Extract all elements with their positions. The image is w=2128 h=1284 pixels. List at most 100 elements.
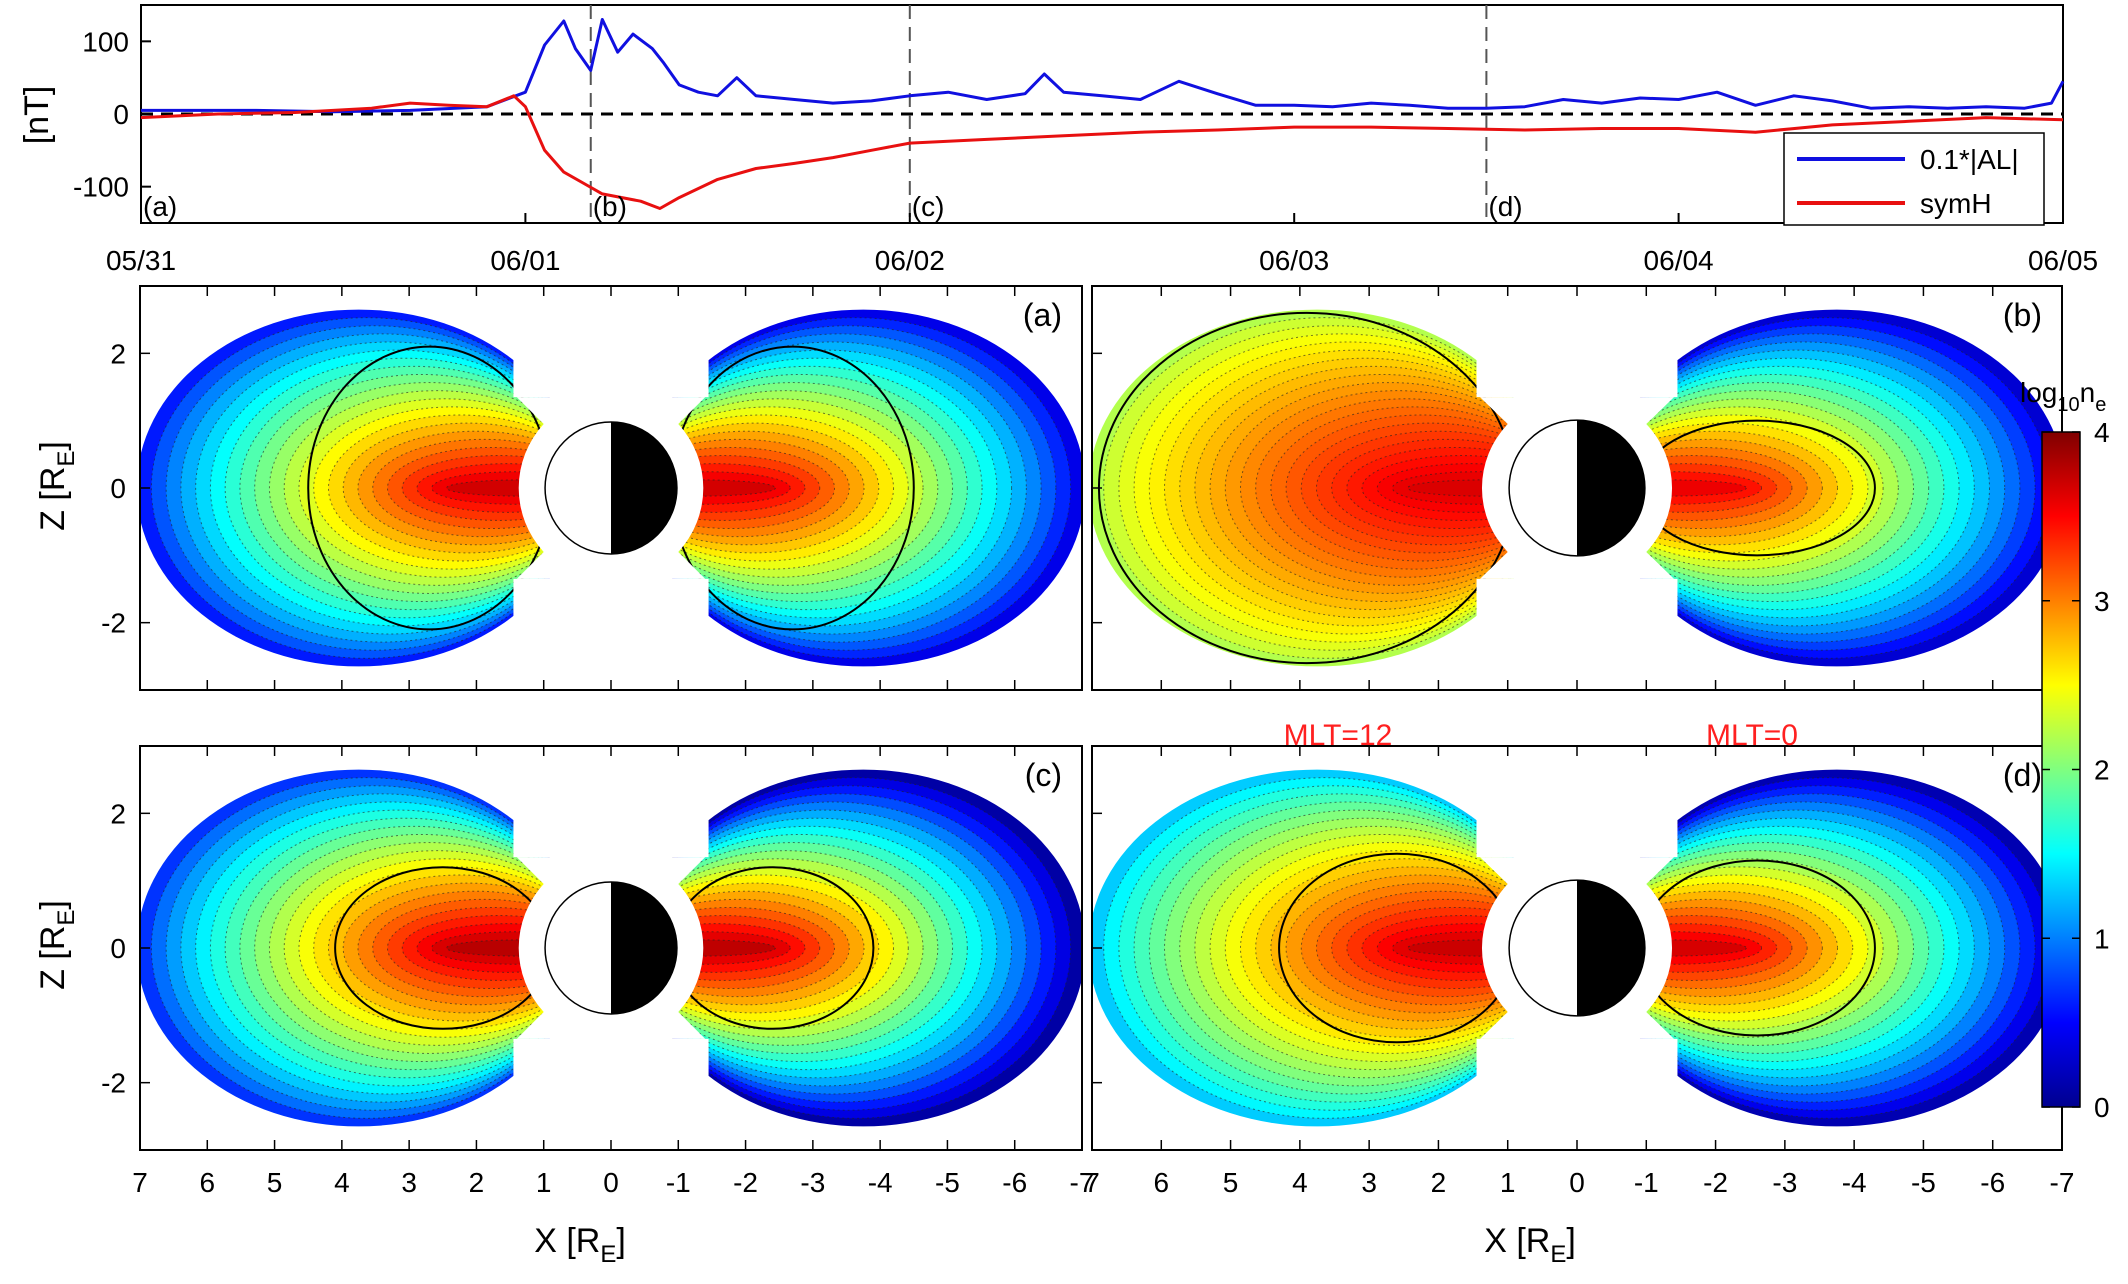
x-tick-label: -1 bbox=[666, 1167, 691, 1198]
density-panel: (a) bbox=[139, 285, 1083, 691]
timeseries-markers: (a) (b) (c) (d) bbox=[143, 191, 1523, 222]
date-tick-label: 06/05 bbox=[2028, 245, 2098, 276]
x-tick-label: 5 bbox=[267, 1167, 283, 1198]
date-tick-label: 06/03 bbox=[1259, 245, 1329, 276]
timeseries-guides bbox=[141, 5, 2063, 223]
colorbar-label: log10ne bbox=[2020, 377, 2106, 416]
x-tick-label: -1 bbox=[1634, 1167, 1659, 1198]
panel-content bbox=[1092, 746, 2062, 1150]
date-tick-label: 06/02 bbox=[875, 245, 945, 276]
day-lobe bbox=[1092, 769, 1565, 1127]
series-line bbox=[141, 18, 2065, 114]
panel-content bbox=[140, 286, 1082, 690]
x-tick-label: 7 bbox=[1084, 1167, 1100, 1198]
x-tick-label: 5 bbox=[1223, 1167, 1239, 1198]
y-tick-label: -2 bbox=[101, 608, 126, 639]
colorbar-ticks: 0 1 2 3 4 bbox=[2042, 417, 2110, 1123]
cutout-bottom bbox=[1476, 578, 1678, 690]
date-tick-label: 05/31 bbox=[106, 245, 176, 276]
x-axis-label-right: X [RE] bbox=[1484, 1222, 1576, 1268]
date-tick-label: 06/01 bbox=[490, 245, 560, 276]
mlt-12-label: MLT=12 bbox=[1284, 719, 1393, 752]
legend-box bbox=[1783, 132, 2045, 226]
cutout-bottom bbox=[513, 1038, 709, 1150]
y-tick-label: 0 bbox=[110, 473, 126, 504]
timeseries-series bbox=[140, 18, 2065, 210]
colorbar: 0 1 2 3 4 log10ne bbox=[2020, 377, 2110, 1123]
date-tick-label: 06/04 bbox=[1644, 245, 1714, 276]
x-tick-label: 4 bbox=[334, 1167, 350, 1198]
x-tick-label: -5 bbox=[1911, 1167, 1936, 1198]
x-tick-label: -7 bbox=[1070, 1167, 1095, 1198]
timeseries-y-label: [nT] bbox=[18, 86, 56, 145]
cutout-top bbox=[1476, 286, 1678, 398]
y-tick-label: -100 bbox=[73, 172, 129, 203]
x-tick-label: 6 bbox=[1153, 1167, 1169, 1198]
earth-nightside bbox=[1577, 880, 1645, 1016]
colorbar-tick-label: 4 bbox=[2094, 417, 2110, 448]
x-tick-label: 1 bbox=[1500, 1167, 1516, 1198]
y-tick-label: -2 bbox=[101, 1068, 126, 1099]
series-line bbox=[140, 94, 2064, 210]
marker-label: (a) bbox=[143, 191, 177, 222]
x-tick-label: 2 bbox=[469, 1167, 485, 1198]
marker-label: (c) bbox=[912, 191, 945, 222]
panel-tick-labels: 20-220-27 6 5 4 3 2 1 0 -1 -2 -3 -4 -5 -6 -77 6 5 4 3 2 1 0 -1… bbox=[101, 338, 2074, 1198]
cutout-top bbox=[513, 286, 709, 398]
colorbar-tick-label: 0 bbox=[2094, 1092, 2110, 1123]
earth-nightside bbox=[611, 882, 677, 1014]
x-tick-label: 3 bbox=[1361, 1167, 1377, 1198]
x-tick-label: 0 bbox=[1569, 1167, 1585, 1198]
panel-content bbox=[1092, 286, 2062, 690]
x-tick-label: 6 bbox=[199, 1167, 215, 1198]
z-axis-label-top: Z [RE] bbox=[34, 441, 80, 531]
cutout-bottom bbox=[513, 578, 709, 690]
y-tick-label: 2 bbox=[110, 798, 126, 829]
legend-symh-label: symH bbox=[1920, 188, 1992, 219]
y-tick-label: 2 bbox=[110, 338, 126, 369]
x-tick-label: -4 bbox=[1842, 1167, 1867, 1198]
x-tick-label: 2 bbox=[1431, 1167, 1447, 1198]
x-tick-label: 1 bbox=[536, 1167, 552, 1198]
density-panel: (d) bbox=[1091, 745, 2063, 1151]
panel-label: (a) bbox=[1023, 297, 1062, 333]
x-tick-label: 4 bbox=[1292, 1167, 1308, 1198]
legend-al-label: 0.1*|AL| bbox=[1920, 144, 2019, 175]
mlt-0-label: MLT=0 bbox=[1706, 719, 1798, 752]
y-tick-label: 0 bbox=[110, 933, 126, 964]
density-panel: (b) bbox=[1091, 285, 2063, 691]
timeseries-y-ticks: 100 0 -100 bbox=[73, 26, 151, 203]
earth-nightside bbox=[1577, 420, 1645, 556]
day-lobe bbox=[1092, 309, 1565, 667]
x-tick-label: -3 bbox=[1772, 1167, 1797, 1198]
cutout-top bbox=[513, 746, 709, 858]
cutout-bottom bbox=[1476, 1038, 1678, 1150]
colorbar-tick-label: 3 bbox=[2094, 586, 2110, 617]
x-tick-label: -6 bbox=[1980, 1167, 2005, 1198]
x-tick-label: -4 bbox=[868, 1167, 893, 1198]
panel-label: (c) bbox=[1025, 757, 1062, 793]
y-tick-label: 100 bbox=[82, 26, 129, 57]
x-tick-label: -3 bbox=[800, 1167, 825, 1198]
x-tick-label: -2 bbox=[733, 1167, 758, 1198]
density-panels: (a) (b) (c) (d) bbox=[139, 285, 2063, 1151]
x-tick-label: -2 bbox=[1703, 1167, 1728, 1198]
x-tick-label: 0 bbox=[603, 1167, 619, 1198]
panel-label: (d) bbox=[2003, 757, 2042, 793]
x-tick-label: 7 bbox=[132, 1167, 148, 1198]
colorbar-tick-label: 1 bbox=[2094, 923, 2110, 954]
earth-nightside bbox=[611, 422, 677, 554]
x-tick-label: -7 bbox=[2050, 1167, 2075, 1198]
y-tick-label: 0 bbox=[113, 99, 129, 130]
panel-label: (b) bbox=[2003, 297, 2042, 333]
colorbar-tick-label: 2 bbox=[2094, 755, 2110, 786]
panel-content bbox=[140, 746, 1082, 1150]
x-axis-label-left: X [RE] bbox=[534, 1222, 626, 1268]
timeseries-date-ticks: 05/31 06/01 06/02 06/03 06/04 06/05 bbox=[106, 213, 2098, 276]
x-tick-label: 3 bbox=[401, 1167, 417, 1198]
marker-label: (d) bbox=[1488, 191, 1522, 222]
x-tick-label: -5 bbox=[935, 1167, 960, 1198]
night-lobe bbox=[623, 769, 1082, 1127]
